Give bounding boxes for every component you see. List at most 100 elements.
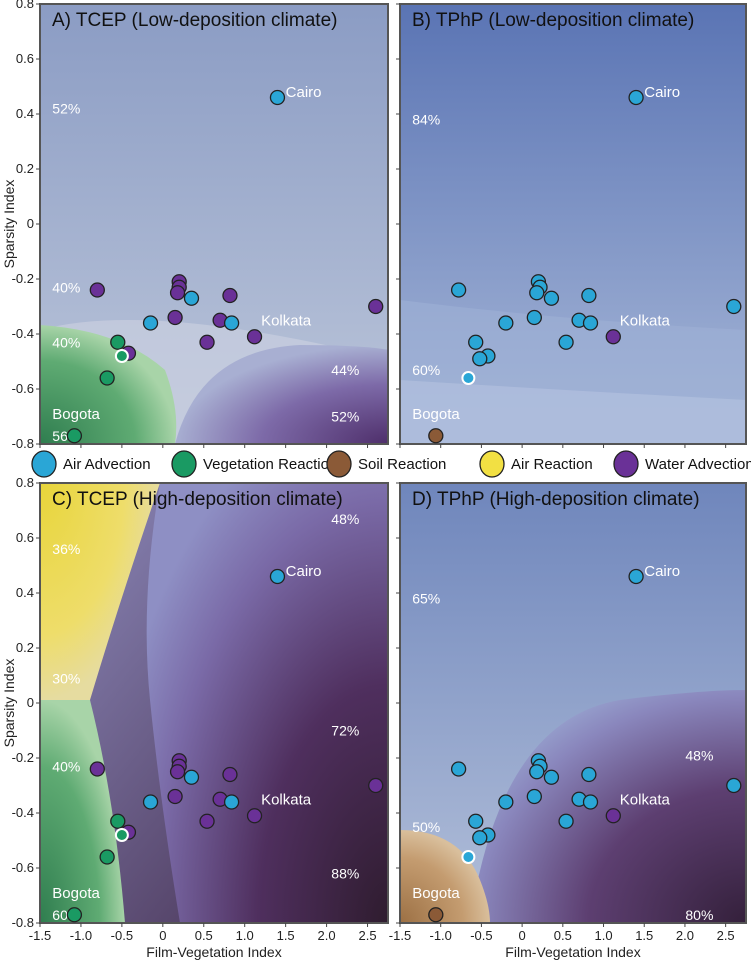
data-point	[368, 298, 384, 315]
data-point	[114, 828, 129, 842]
city-label-cairo: Cairo	[286, 563, 322, 580]
data-point	[114, 349, 129, 363]
data-point	[99, 370, 115, 386]
data-point	[461, 371, 476, 385]
data-point	[223, 794, 240, 810]
x-tick-label: -1.5	[389, 928, 411, 943]
city-label-cairo: Cairo	[644, 563, 680, 580]
data-point	[450, 282, 467, 298]
x-tick-label: 0	[519, 928, 526, 943]
data-point	[222, 287, 238, 304]
data-point	[183, 290, 200, 306]
y-tick-label: -0.8	[12, 915, 34, 930]
x-tick-label: 1.5	[635, 928, 653, 943]
x-axis-label: Film-Vegetation Index	[505, 944, 640, 960]
city-label-bogota: Bogota	[52, 406, 100, 423]
panel-d-background	[400, 483, 746, 923]
data-point	[428, 428, 444, 444]
data-point	[99, 849, 115, 865]
panel-c-background	[40, 483, 388, 923]
data-point	[223, 315, 240, 331]
data-point	[66, 428, 83, 444]
data-point	[183, 769, 200, 785]
y-tick-label: -0.6	[12, 860, 34, 875]
legend-swatch-vegetation-reaction	[171, 450, 197, 478]
contour-label: 80%	[685, 907, 713, 923]
x-tick-label: 1.0	[594, 928, 612, 943]
contour-label: 50%	[412, 819, 440, 835]
data-point	[246, 329, 263, 345]
y-tick-label: -0.6	[12, 381, 34, 396]
x-tick-label: 2.5	[717, 928, 735, 943]
y-tick-label: 0.6	[16, 51, 34, 66]
y-tick-label: 0.4	[16, 585, 34, 600]
data-point	[726, 777, 742, 794]
x-tick-label: -0.5	[111, 928, 133, 943]
y-axis-label: Sparsity Index	[1, 659, 17, 748]
contour-label: 30%	[52, 670, 80, 686]
data-point	[222, 766, 238, 783]
data-point	[89, 761, 105, 777]
panel-a-background	[40, 4, 388, 444]
x-tick-label: 2.5	[358, 928, 376, 943]
data-point	[142, 794, 159, 810]
contour-label: 44%	[331, 362, 359, 378]
panel-c: C) TCEP (High-deposition climate) 36% 30% 4…	[52, 489, 384, 923]
data-point	[199, 813, 215, 829]
panel-b: B) TPhP (Low-deposition climate) 84% 60% Ca…	[412, 10, 742, 444]
contour-label: 40%	[52, 758, 80, 774]
data-point	[89, 282, 105, 298]
data-point	[428, 907, 444, 923]
y-tick-label: -0.2	[12, 271, 34, 286]
legend-label: Soil Reaction	[358, 456, 446, 473]
city-label-kolkata: Kolkata	[261, 312, 312, 329]
data-point	[529, 285, 545, 301]
contour-label: 65%	[412, 591, 440, 607]
data-point	[368, 777, 384, 794]
data-point	[529, 764, 545, 780]
city-label-kolkata: Kolkata	[620, 312, 671, 329]
data-point	[582, 794, 599, 810]
y-tick-label: 0.4	[16, 106, 34, 121]
x-tick-label: -1.5	[29, 928, 51, 943]
x-tick-label: -1.0	[430, 928, 452, 943]
x-tick-label: 1.5	[277, 928, 295, 943]
city-label-bogota: Bogota	[412, 406, 460, 423]
data-point	[498, 794, 514, 810]
x-axis-label: Film-Vegetation Index	[146, 944, 281, 960]
x-tick-label: 2.0	[318, 928, 336, 943]
city-label-kolkata: Kolkata	[620, 791, 671, 808]
y-tick-label: -0.8	[12, 436, 34, 451]
data-point	[142, 315, 159, 331]
data-point	[605, 329, 621, 345]
contour-label: 40%	[52, 334, 80, 350]
data-point	[543, 769, 560, 785]
contour-label: 36%	[52, 541, 80, 557]
data-point	[450, 761, 467, 777]
contour-label: 48%	[331, 511, 359, 527]
data-point	[110, 813, 126, 829]
legend-label: Vegetation Reaction	[203, 456, 337, 473]
data-point	[582, 315, 599, 331]
data-point	[498, 315, 514, 331]
legend-label: Air Reaction	[511, 456, 593, 473]
city-label-kolkata: Kolkata	[261, 791, 312, 808]
panel-a: A) TCEP (Low-deposition climate) 52% 40% 40…	[52, 10, 384, 444]
data-point	[167, 309, 183, 326]
contour-label: 40%	[52, 279, 80, 295]
legend-label: Water Advection	[645, 456, 751, 473]
data-point	[628, 568, 644, 585]
contour-label: 52%	[331, 409, 359, 425]
data-point	[461, 850, 476, 864]
data-point	[581, 766, 597, 783]
panel-title: B) TPhP (Low-deposition climate)	[412, 10, 694, 31]
y-tick-label: 0.8	[16, 0, 34, 11]
data-point	[169, 285, 186, 301]
city-label-bogota: Bogota	[52, 885, 100, 902]
data-point	[246, 808, 263, 824]
legend-swatch-soil-reaction	[326, 450, 352, 478]
y-tick-label: 0.2	[16, 640, 34, 655]
city-label-cairo: Cairo	[644, 84, 680, 101]
data-point	[558, 813, 574, 829]
